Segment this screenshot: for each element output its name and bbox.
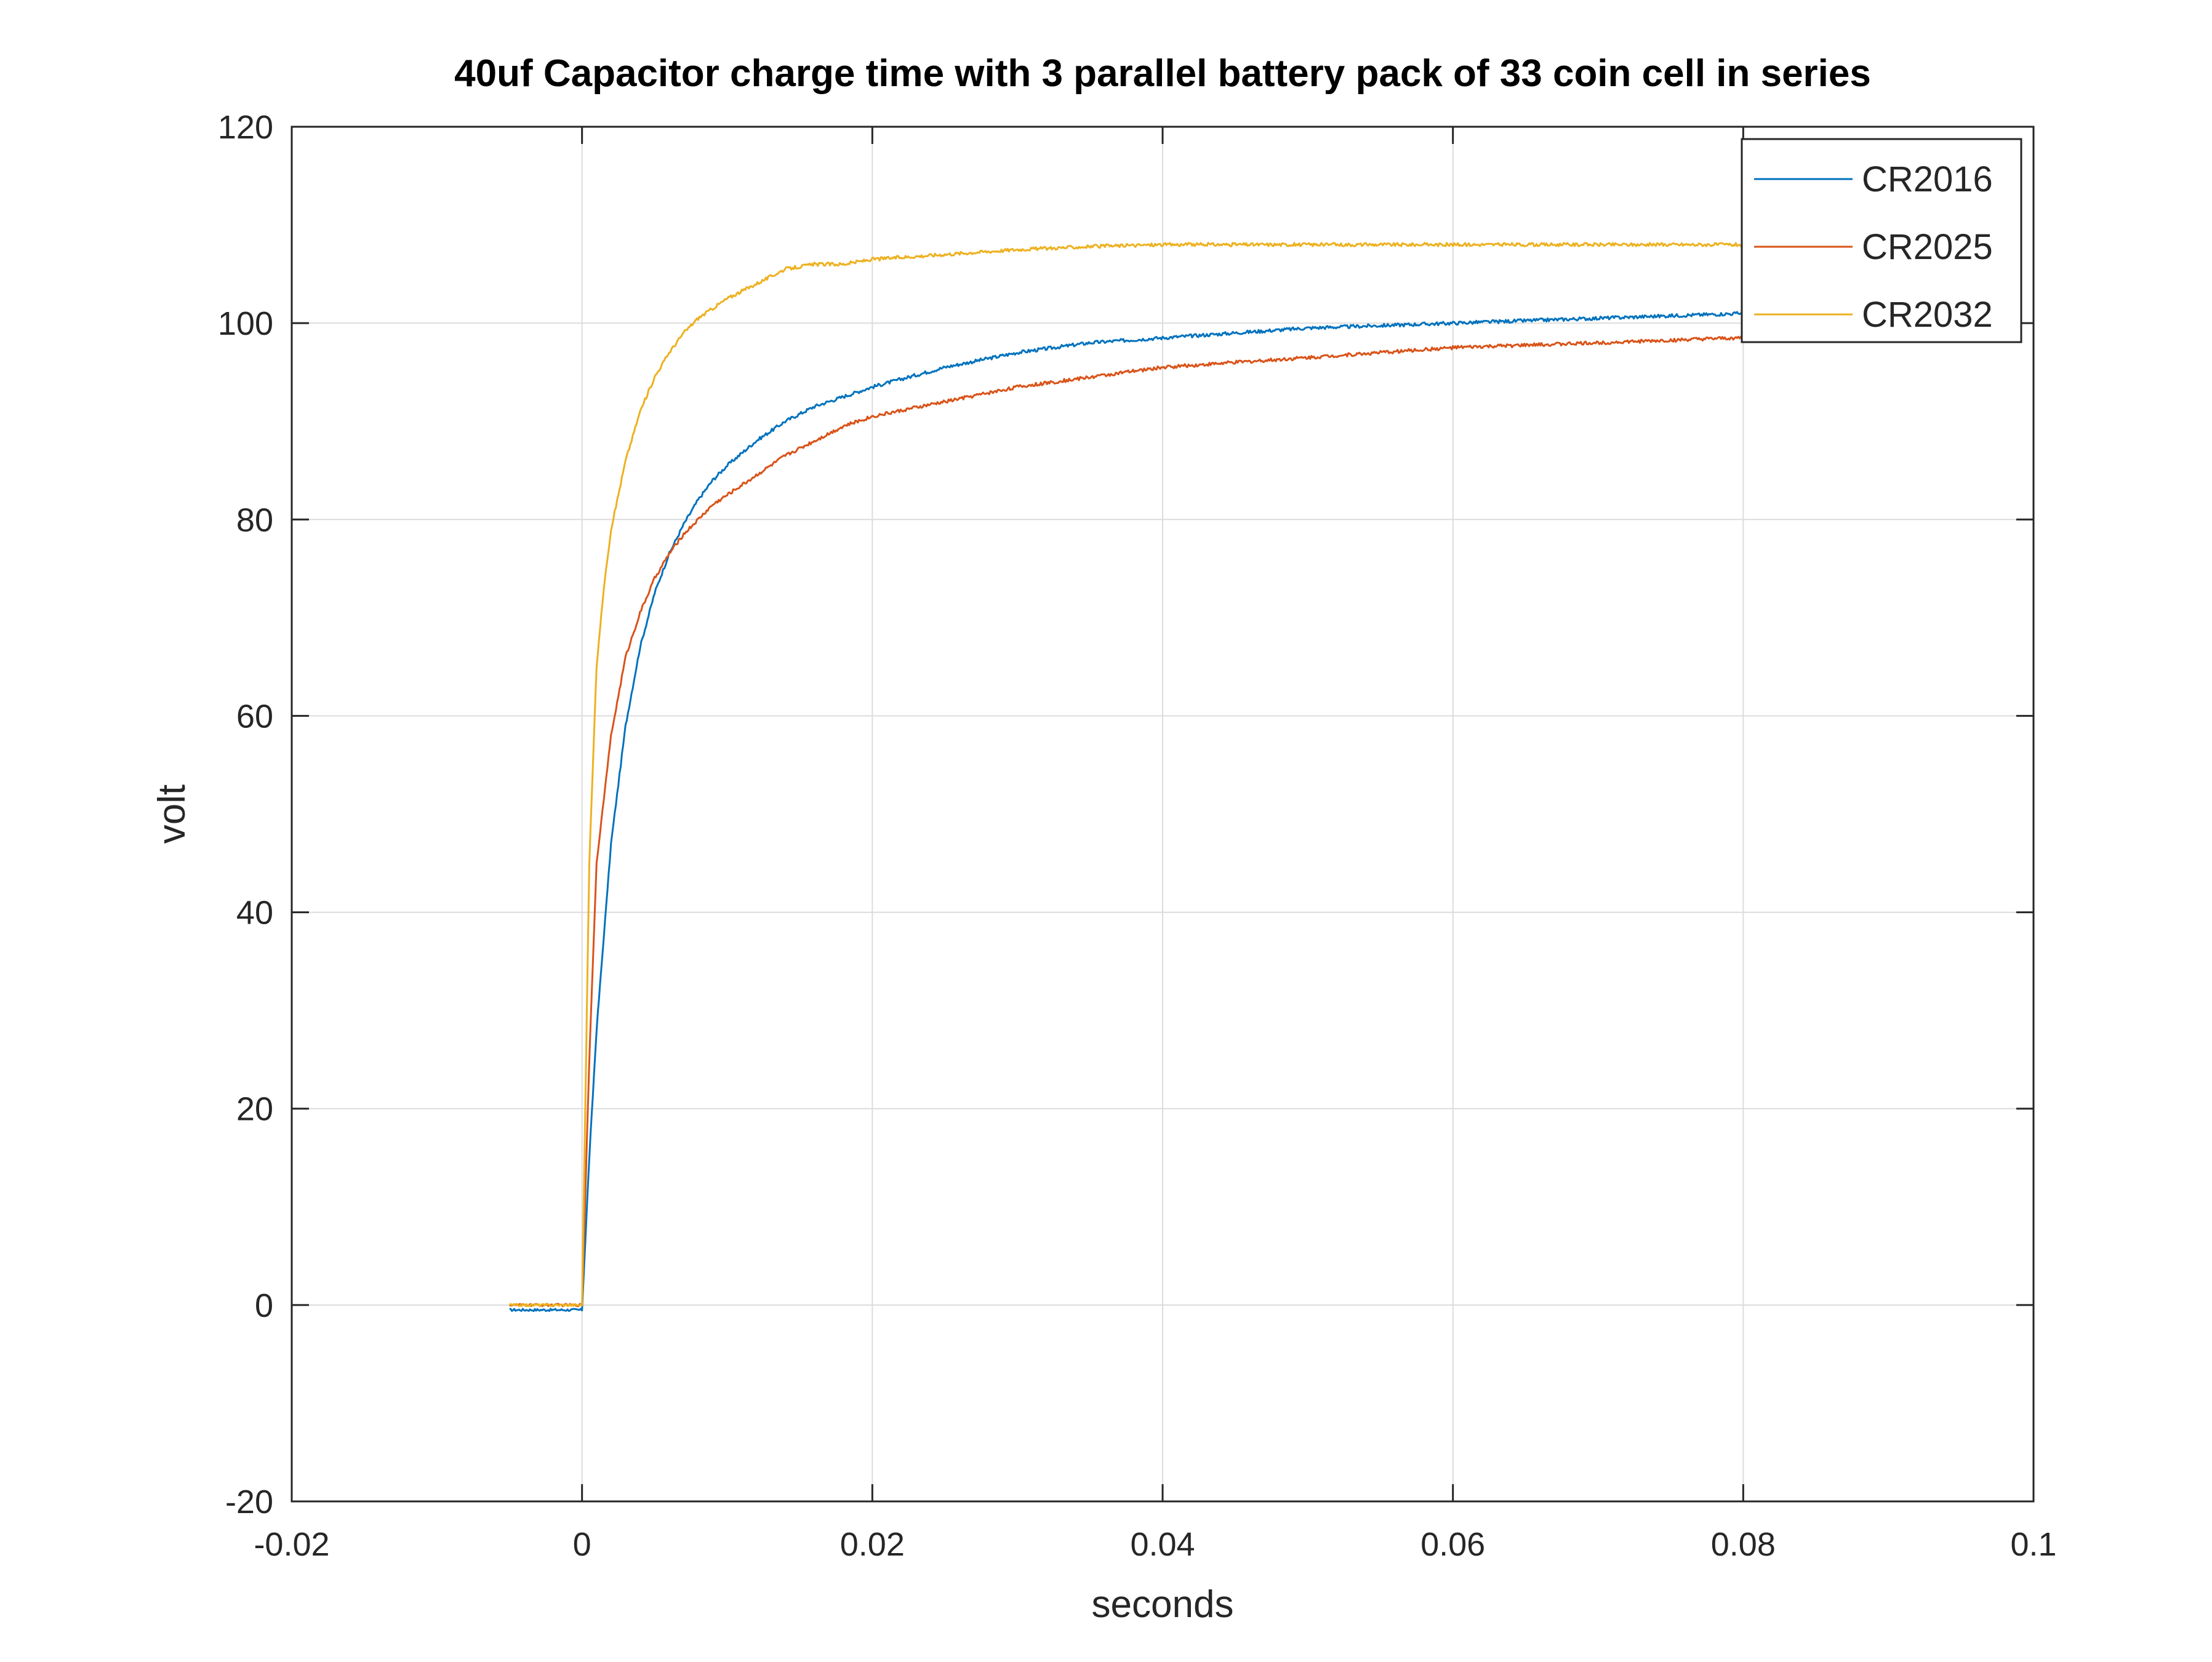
legend-label: CR2032 (1862, 295, 1993, 335)
y-axis-label: volt (151, 785, 193, 844)
legend-label: CR2016 (1862, 159, 1993, 199)
chart-title: 40uf Capacitor charge time with 3 parall… (454, 52, 1871, 95)
x-tick-label: -0.02 (254, 1526, 329, 1563)
axis-ticks: -0.02 0 0.02 0.04 0.06 0.08 0.1 -20 0 20 40 60 80 100… (218, 109, 2057, 1563)
series-line-cr2032 (508, 242, 1744, 1308)
x-tick-label: 0.1 (2010, 1526, 2056, 1563)
x-tick-label: 0.04 (1130, 1526, 1195, 1563)
y-tick-label: 120 (218, 109, 273, 146)
legend: CR2016 CR2025 CR2032 (1741, 138, 2022, 343)
y-tick-label: 80 (236, 501, 273, 538)
y-tick-label: 20 (236, 1091, 273, 1128)
x-tick-label: 0.02 (840, 1526, 905, 1563)
series-lines (508, 242, 1744, 1312)
series-line-cr2016 (509, 311, 1744, 1312)
x-tick-label: 0.06 (1421, 1526, 1485, 1563)
x-tick-label: 0.08 (1711, 1526, 1776, 1563)
y-tick-label: 40 (236, 895, 273, 932)
x-axis-label: seconds (1092, 1583, 1234, 1626)
legend-box (1741, 138, 2022, 343)
x-tick-label: 0 (573, 1526, 591, 1563)
y-tick-label: -20 (225, 1484, 273, 1520)
y-tick-label: 0 (255, 1287, 273, 1324)
series-line-cr2025 (508, 335, 1744, 1308)
y-tick-label: 60 (236, 698, 273, 735)
y-tick-label: 100 (218, 305, 273, 342)
legend-label: CR2025 (1862, 227, 1993, 267)
